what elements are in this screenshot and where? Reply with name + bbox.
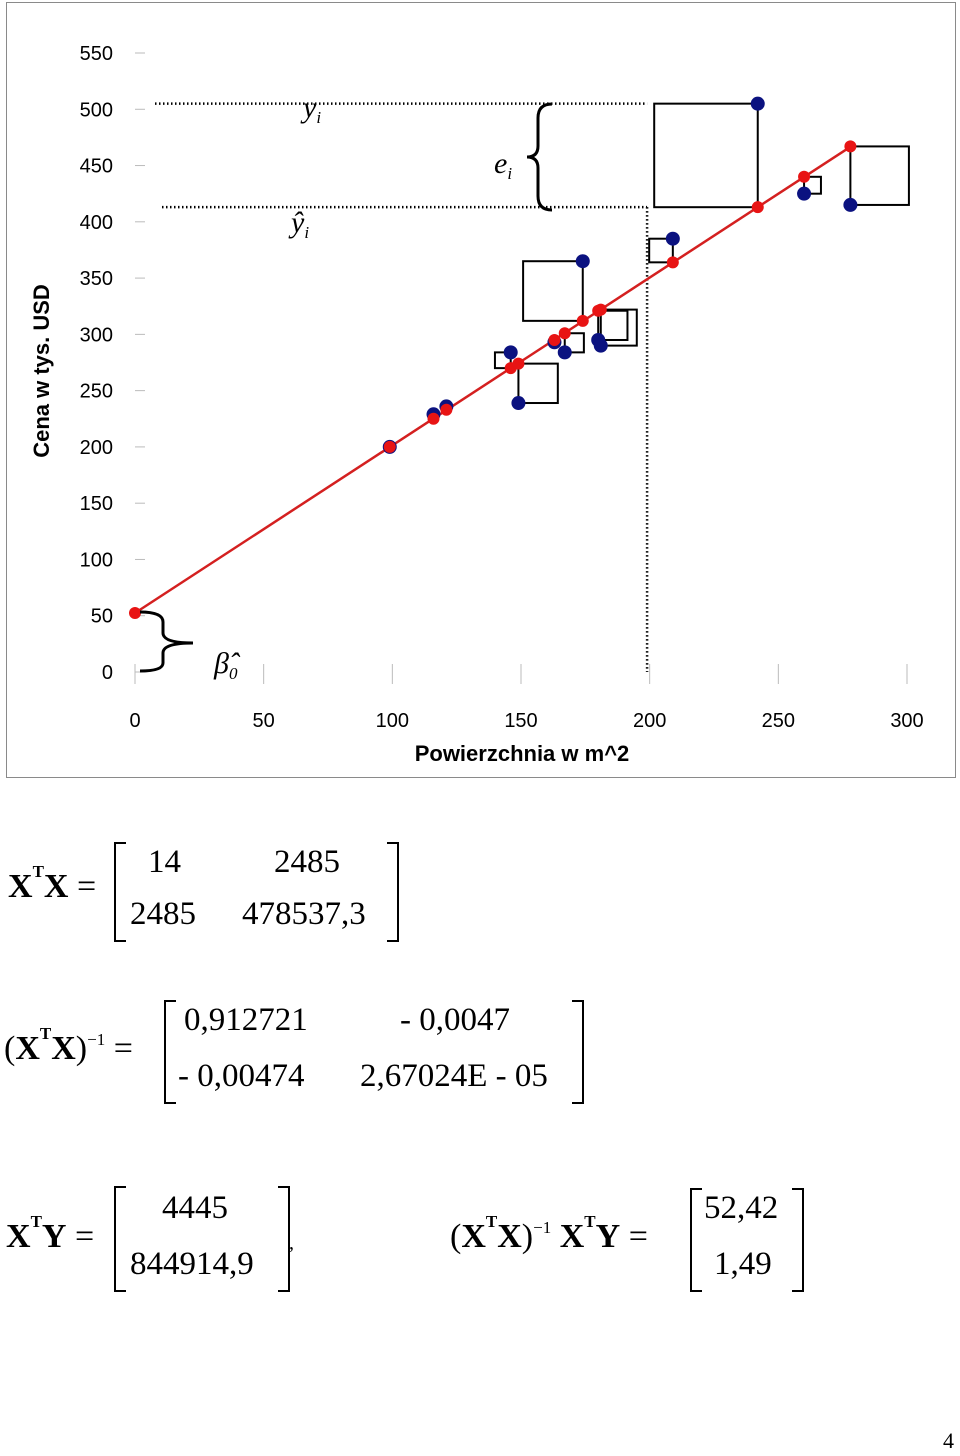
xty-separator: , <box>289 1232 294 1254</box>
fitted-point <box>427 412 440 425</box>
chart-frame: Cena w tys. USD Powierzchnia w m^2 0 50 10… <box>6 2 956 778</box>
inv-cell-21: - 0,00474 <box>178 1058 305 1094</box>
xty-lhs: XTY = <box>6 1212 95 1255</box>
y-axis-ticks: 0 50 100 150 200 250 300 350 400 450 500 550 <box>80 43 145 684</box>
x-tick-label: 150 <box>504 710 537 732</box>
fitted-point <box>594 303 607 316</box>
xtx-matrix: 14 2485 2485 478537,3 <box>114 842 399 942</box>
fitted-point <box>383 440 396 453</box>
yi-label: yi <box>300 91 321 127</box>
yhat-label: ŷi <box>288 206 309 242</box>
fitted-point <box>512 357 525 370</box>
observed-point <box>843 197 858 212</box>
xtx-cell-11: 14 <box>148 844 181 880</box>
observed-point <box>503 345 518 360</box>
y-tick-label: 300 <box>80 324 113 346</box>
inv-lhs: (XTX)−1 = <box>4 1024 133 1067</box>
xtx-cell-12: 2485 <box>274 844 340 880</box>
y-tick-label: 0 <box>102 662 113 684</box>
x-axis-title: Powierzchnia w m^2 <box>415 741 630 766</box>
residual-square <box>599 308 638 347</box>
x-tick-label: 200 <box>633 710 666 732</box>
inv-cell-22: 2,67024E - 05 <box>360 1058 548 1094</box>
observed-point <box>557 345 572 360</box>
beta-cell-1: 52,42 <box>704 1190 779 1226</box>
scatter-chart: Cena w tys. USD Powierzchnia w m^2 0 50 10… <box>29 43 924 766</box>
observed-point <box>797 186 812 201</box>
beta-cell-2: 1,49 <box>714 1246 772 1282</box>
x-tick-label: 0 <box>129 710 140 732</box>
beta-lhs: (XTX)−1 XTY = <box>450 1212 648 1255</box>
page-number: 4 <box>943 1428 954 1453</box>
y-tick-label: 400 <box>80 212 113 234</box>
xty-vector: 4445 844914,9 <box>114 1186 290 1292</box>
beta-vector: 52,42 1,49 <box>690 1188 804 1292</box>
fitted-points <box>129 140 857 620</box>
inv-matrix: 0,912721 - 0,0047 - 0,00474 2,67024E - 0… <box>164 1000 584 1104</box>
y-tick-label: 50 <box>91 606 113 628</box>
inv-cell-11: 0,912721 <box>184 1002 308 1038</box>
y-tick-label: 500 <box>80 99 113 121</box>
residual-square <box>648 237 674 264</box>
y-tick-label: 200 <box>80 437 113 459</box>
residual-square <box>517 362 559 405</box>
observed-point <box>665 231 680 246</box>
fitted-point <box>798 170 811 183</box>
y-tick-label: 250 <box>80 381 113 403</box>
residual-square <box>803 175 822 195</box>
regression-line-group <box>134 145 852 615</box>
observed-point <box>593 338 608 353</box>
fitted-point <box>576 314 589 327</box>
fitted-point <box>558 327 571 340</box>
fitted-point <box>666 256 679 269</box>
y-tick-label: 150 <box>80 493 113 515</box>
xtx-lhs: XTX = <box>8 862 97 905</box>
fitted-point <box>751 201 764 214</box>
observed-points <box>382 96 858 454</box>
x-tick-label: 50 <box>253 710 275 732</box>
fitted-point <box>844 140 857 153</box>
residual-square <box>653 102 759 209</box>
observed-point <box>750 96 765 111</box>
inv-cell-12: - 0,0047 <box>400 1002 510 1038</box>
residual-brace <box>526 102 553 212</box>
residual-square <box>563 332 585 354</box>
x-axis-ticks: 0 50 100 150 200 250 300 <box>129 664 924 732</box>
fitted-point <box>440 403 453 416</box>
y-axis-title: Cena w tys. USD <box>29 284 54 458</box>
fitted-point <box>548 333 561 346</box>
observed-point <box>575 254 590 269</box>
xtx-cell-21: 2485 <box>130 896 196 932</box>
y-tick-label: 450 <box>80 156 113 178</box>
guide-lines <box>155 102 649 672</box>
residual-square <box>493 351 512 370</box>
y-tick-label: 350 <box>80 268 113 290</box>
x-tick-label: 300 <box>890 710 923 732</box>
observed-point <box>511 396 526 411</box>
xty-cell-1: 4445 <box>162 1190 228 1226</box>
fitted-point <box>129 607 141 620</box>
y-tick-label: 550 <box>80 43 113 65</box>
intercept-brace <box>139 610 194 673</box>
residual-squares <box>493 102 910 405</box>
residual-square <box>849 145 910 206</box>
residual-square <box>597 309 629 341</box>
xtx-cell-22: 478537,3 <box>242 896 366 932</box>
x-tick-label: 250 <box>762 710 795 732</box>
beta0-label: β̂0 <box>213 647 241 683</box>
y-tick-label: 100 <box>80 549 113 571</box>
residual-square <box>522 260 584 322</box>
x-tick-label: 100 <box>376 710 409 732</box>
xty-cell-2: 844914,9 <box>130 1246 254 1282</box>
ei-label: ei <box>494 147 512 183</box>
regression-line <box>134 145 852 615</box>
